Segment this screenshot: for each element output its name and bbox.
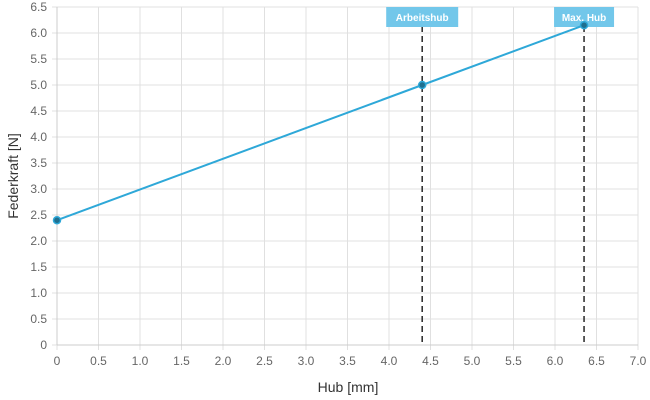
y-tick-label: 5.0 [30, 78, 47, 92]
y-axis-title: Federkraft [N] [5, 133, 21, 219]
x-tick-label: 2.0 [215, 354, 232, 368]
y-tick-label: 5.5 [30, 52, 47, 66]
data-point [417, 80, 427, 90]
y-tick-label: 3.5 [30, 156, 47, 170]
x-tick-label: 6.5 [588, 354, 605, 368]
data-point [52, 215, 62, 225]
x-tick-label: 6.0 [547, 354, 564, 368]
annotation-label: Max. Hub [562, 13, 606, 24]
y-tick-label: 0 [40, 338, 47, 352]
x-tick-label: 7.0 [630, 354, 647, 368]
y-tick-label: 2.0 [30, 234, 47, 248]
y-tick-label: 0.5 [30, 312, 47, 326]
grid [52, 6, 639, 350]
x-tick-label: 5.0 [464, 354, 481, 368]
y-tick-label: 3.0 [30, 182, 47, 196]
y-tick-label: 4.5 [30, 104, 47, 118]
x-tick-label: 3.5 [339, 354, 356, 368]
axes [56, 7, 638, 346]
annotation-box [386, 7, 459, 27]
y-tick-label: 2.5 [30, 208, 47, 222]
x-tick-label: 4.5 [422, 354, 439, 368]
y-tick-label: 6.5 [30, 0, 47, 14]
x-tick-label: 2.5 [256, 354, 273, 368]
x-tick-label: 0.5 [90, 354, 107, 368]
x-tick-labels: 0 0.5 1.0 1.5 2.0 2.5 3.0 3.5 4.0 4.5 5.0 5.5 6.0 6.5… [54, 354, 647, 368]
x-tick-label: 3.0 [298, 354, 315, 368]
x-tick-label: 5.5 [505, 354, 522, 368]
y-tick-label: 6.0 [30, 26, 47, 40]
y-tick-labels: 0 0.5 1.0 1.5 2.0 2.5 3.0 3.5 4.0 4.5 5.0 5.5 6.0 6.5 [30, 0, 47, 352]
annotation-box [554, 7, 615, 27]
x-tick-label: 0 [54, 354, 61, 368]
x-axis-title: Hub [mm] [318, 379, 379, 395]
annotation-label: Arbeitshub [396, 13, 449, 24]
x-tick-label: 1.0 [132, 354, 149, 368]
y-tick-label: 1.5 [30, 260, 47, 274]
x-tick-label: 1.5 [173, 354, 190, 368]
data-point [579, 20, 589, 30]
series-line [56, 24, 585, 222]
series [52, 20, 589, 225]
x-tick-label: 4.0 [381, 354, 398, 368]
y-tick-label: 1.0 [30, 286, 47, 300]
y-tick-label: 4.0 [30, 130, 47, 144]
annotations: Arbeitshub Max. Hub [386, 7, 615, 345]
